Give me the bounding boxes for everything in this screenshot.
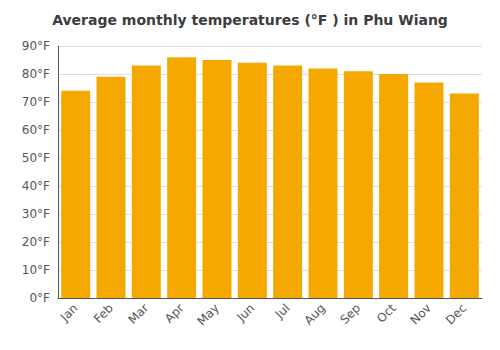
svg-text:50°F: 50°F — [22, 151, 50, 165]
svg-text:70°F: 70°F — [22, 95, 50, 109]
svg-text:30°F: 30°F — [22, 207, 50, 221]
svg-text:Nov: Nov — [408, 301, 434, 327]
svg-text:60°F: 60°F — [22, 123, 50, 137]
svg-text:Feb: Feb — [91, 301, 116, 326]
svg-text:Average monthly temperatures (: Average monthly temperatures (°F ) in Ph… — [52, 12, 448, 28]
svg-text:0°F: 0°F — [29, 291, 50, 305]
svg-text:40°F: 40°F — [22, 179, 50, 193]
svg-text:80°F: 80°F — [22, 67, 50, 81]
svg-text:Oct: Oct — [374, 301, 399, 326]
svg-text:Jan: Jan — [57, 301, 81, 325]
svg-text:Aug: Aug — [301, 301, 327, 327]
svg-text:Jun: Jun — [233, 301, 257, 325]
svg-text:May: May — [195, 301, 222, 328]
svg-text:20°F: 20°F — [22, 235, 50, 249]
svg-text:Jul: Jul — [272, 301, 293, 322]
svg-text:Apr: Apr — [162, 301, 187, 326]
svg-text:90°F: 90°F — [22, 39, 50, 53]
svg-text:Mar: Mar — [125, 301, 151, 327]
svg-text:10°F: 10°F — [22, 263, 50, 277]
svg-text:Dec: Dec — [443, 301, 469, 327]
svg-text:Sep: Sep — [337, 301, 363, 327]
